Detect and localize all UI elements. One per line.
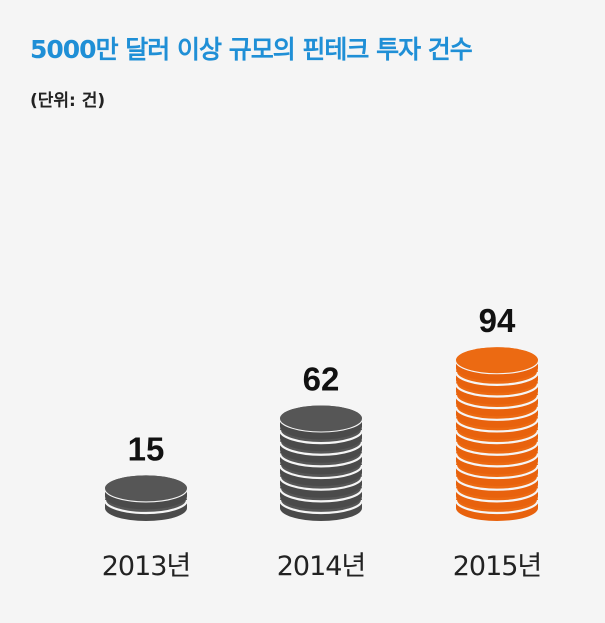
coin-top-face — [280, 405, 362, 432]
coin-stack-3 — [454, 347, 540, 521]
unit-label: (단위: 건) — [30, 91, 106, 111]
coin-stack-2 — [278, 405, 364, 521]
chart-title: 5000만 달러 이상 규모의 핀테크 투자 건수 — [30, 35, 473, 64]
coin-top-face — [456, 347, 538, 374]
value-label: 62 — [303, 360, 340, 397]
value-label: 94 — [479, 302, 516, 339]
coin-stack-1 — [103, 475, 189, 521]
category-label: 2014년 — [277, 551, 366, 582]
category-label: 2013년 — [102, 551, 191, 582]
coin-top-face — [105, 475, 187, 502]
value-label: 15 — [128, 430, 165, 467]
category-label: 2015년 — [453, 551, 542, 582]
